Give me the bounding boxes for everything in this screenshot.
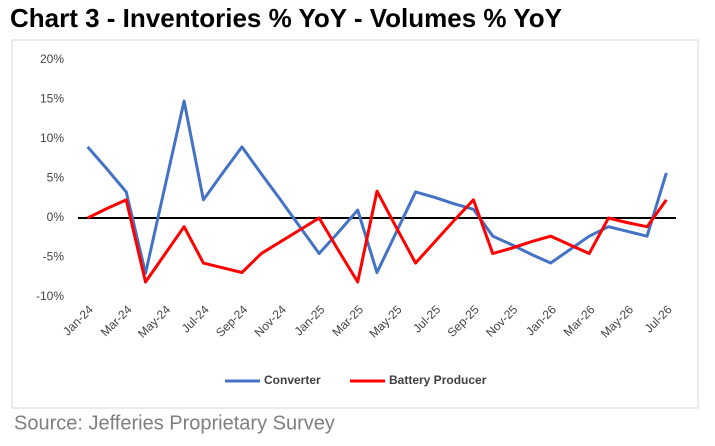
chart-border: [11, 39, 699, 409]
y-tick-label: 10%: [40, 131, 64, 145]
y-tick-label: 5%: [47, 171, 65, 185]
x-tick-label: Nov-24: [252, 302, 289, 339]
legend-label: Battery Producer: [389, 373, 487, 387]
series-line: [86, 99, 668, 275]
x-tick-label: May-26: [598, 302, 636, 340]
legend-label: Converter: [264, 373, 321, 387]
y-tick-label: 15%: [40, 92, 64, 106]
x-tick-label: Mar-24: [98, 302, 135, 339]
x-tick-label: Sep-24: [213, 302, 250, 339]
chart-title: Chart 3 - Inventories % YoY - Volumes % …: [10, 3, 562, 33]
x-tick-label: Jul-24: [179, 302, 212, 335]
x-tick-label: Jan-26: [523, 302, 559, 338]
y-tick-label: -10%: [36, 289, 64, 303]
x-tick-label: May-24: [135, 302, 173, 340]
y-tick-label: 20%: [40, 52, 64, 66]
x-tick-label: Jan-25: [292, 302, 328, 338]
series-line: [86, 189, 668, 284]
x-tick-label: Jan-24: [60, 302, 96, 338]
x-tick-label: Jul-25: [410, 302, 443, 335]
x-tick-label: Jul-26: [642, 302, 675, 335]
source-note: Source: Jefferies Proprietary Survey: [14, 412, 335, 434]
x-tick-label: Mar-25: [329, 302, 366, 339]
x-tick-label: Nov-25: [483, 302, 520, 339]
x-tick-label: Sep-25: [445, 302, 482, 339]
x-tick-label: May-25: [366, 302, 404, 340]
y-tick-label: -5%: [43, 250, 65, 264]
x-tick-label: Mar-26: [561, 302, 598, 339]
y-tick-label: 0%: [47, 210, 65, 224]
